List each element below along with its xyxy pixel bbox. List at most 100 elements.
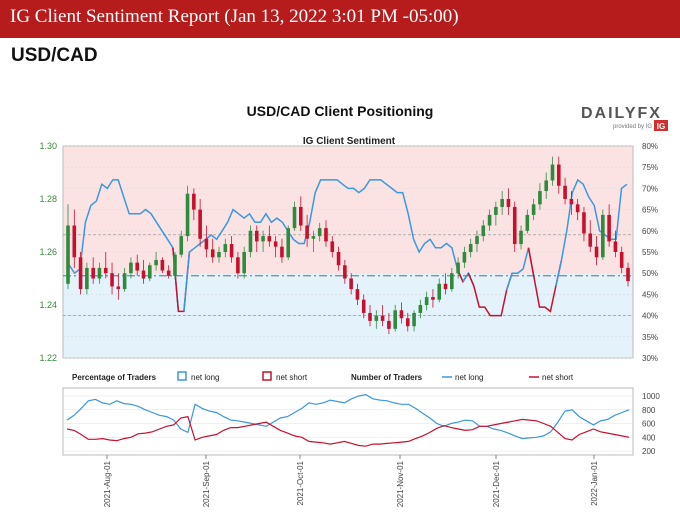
count-tick-label: 600 [642, 420, 656, 429]
candle-body [273, 241, 278, 247]
report-title: IG Client Sentiment Report (Jan 13, 2022… [10, 6, 459, 27]
pct-tick-label: 45% [642, 290, 658, 299]
count-tick-label: 800 [642, 406, 656, 415]
candle-body [462, 252, 467, 263]
candle-body [192, 193, 196, 210]
dailyfx-logo: DAILYFX [581, 105, 662, 122]
price-tick-label: 1.28 [39, 194, 57, 204]
candle-body [292, 206, 297, 229]
candle-body [575, 204, 580, 213]
candle-body [330, 241, 335, 252]
candle-body [361, 299, 366, 313]
candle-body [141, 270, 146, 279]
date-axis: 2021-Aug-01 2021-Sep-01 2021-Oct-01 2021-No… [103, 455, 599, 507]
candle-body [626, 267, 630, 282]
price-sentiment-panel: 80% 75% 70% 65% 60% 55% 50% 45% 40% 35% 30% 1.30 1.2… [39, 141, 658, 363]
candle-body [525, 214, 530, 231]
count-tick-label: 1000 [642, 392, 660, 401]
legend-long-swatch [177, 371, 187, 381]
lower-plot-frame [62, 387, 634, 456]
pct-tick-label: 55% [642, 248, 658, 257]
candle-body [267, 236, 272, 242]
candle-body [405, 318, 410, 327]
candle-body [122, 273, 127, 290]
candle-body [519, 230, 523, 245]
candle-body [236, 257, 240, 274]
candle-body [72, 225, 77, 258]
report-banner: IG Client Sentiment Report (Jan 13, 2022… [0, 0, 680, 38]
candle-body [110, 273, 114, 287]
candle-body [481, 225, 486, 237]
candle-body [336, 252, 341, 266]
candle-body [418, 305, 423, 313]
candle-body [242, 252, 246, 274]
chart-subtitle: IG Client Sentiment [303, 136, 396, 147]
candle-body [475, 236, 479, 245]
logo-provider-text: provided by IG [613, 124, 652, 130]
candle-body [229, 244, 234, 258]
price-tick-label: 1.24 [39, 300, 57, 310]
candle-body [217, 252, 221, 258]
candle-body [582, 212, 586, 234]
candle-body [374, 315, 379, 321]
chart-header: USD/CAD Client Positioning IG Client Sen… [247, 103, 668, 147]
trader-count-panel: 1000 800 600 400 200 [62, 387, 660, 456]
pct-tick-label: 70% [642, 184, 658, 193]
candle-body [349, 278, 353, 290]
chart-svg: USD/CAD Client Positioning IG Client Sen… [39, 103, 668, 507]
candle-body [204, 238, 209, 250]
candle-body [185, 193, 190, 237]
candle-body [512, 206, 517, 245]
candle-body [154, 259, 158, 266]
date-tick-label: 2021-Aug-01 [103, 460, 112, 507]
pct-tick-label: 60% [642, 227, 658, 236]
candle-body [97, 267, 102, 279]
candle-body [443, 283, 448, 290]
legend-short-label: net short [276, 373, 308, 382]
percentage-of-traders-label: Percentage of Traders [72, 373, 157, 382]
candle-body [569, 199, 574, 205]
candle-body [538, 191, 542, 205]
candle-body [324, 228, 328, 242]
candle-body [468, 244, 473, 252]
candle-body [343, 265, 347, 279]
pct-tick-label: 80% [642, 142, 658, 151]
candle-body [261, 236, 265, 242]
candle-body [305, 225, 309, 239]
date-tick-label: 2022-Jan-01 [590, 460, 599, 505]
candle-body [355, 289, 360, 300]
candle-body [160, 259, 165, 271]
pct-tick-label: 65% [642, 206, 658, 215]
pct-tick-label: 35% [642, 333, 658, 342]
pct-tick-label: 30% [642, 354, 658, 363]
net-long-sentiment-line [68, 179, 180, 312]
legend-count-long-label: net long [455, 373, 483, 382]
net-short-count-line [66, 415, 630, 447]
candle-body [280, 246, 284, 258]
candle-body [317, 228, 322, 237]
candle-body [223, 244, 228, 252]
candle-body [594, 246, 599, 258]
ig-logo-icon [654, 120, 668, 131]
candle-body [91, 267, 95, 279]
candle-body [299, 206, 303, 226]
pct-tick-label: 40% [642, 312, 658, 321]
candle-body [424, 297, 429, 305]
candle-body [311, 236, 316, 239]
candle-body [166, 270, 171, 276]
candle-body [116, 286, 121, 290]
date-tick-label: 2021-Dec-01 [492, 460, 501, 507]
candle-body [66, 225, 70, 284]
candle-body [129, 262, 133, 274]
legend-count-short-label: net short [542, 373, 574, 382]
candle-body [588, 233, 593, 247]
chart-title: USD/CAD Client Positioning [247, 103, 434, 119]
candle-body [563, 185, 567, 199]
net-short-sentiment-line [467, 272, 513, 317]
candle-body [431, 297, 435, 300]
currency-pair-heading: USD/CAD [11, 45, 98, 66]
candle-body [412, 312, 416, 327]
candle-body [494, 206, 498, 215]
candle-body [456, 262, 460, 274]
candle-body [437, 283, 442, 300]
